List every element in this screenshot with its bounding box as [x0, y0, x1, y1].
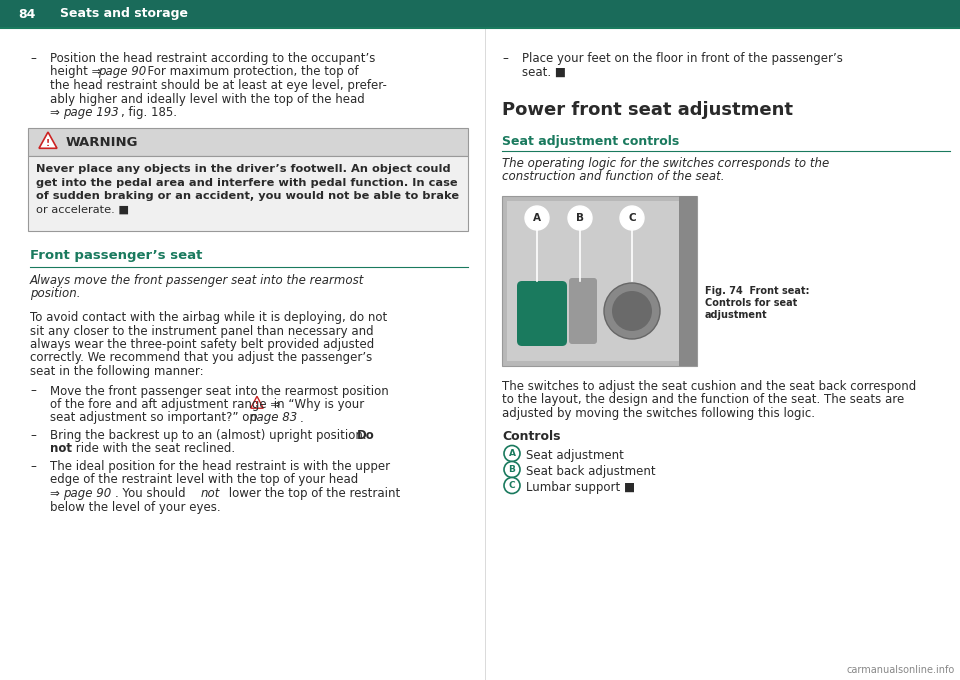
- Text: Fig. 74  Front seat:: Fig. 74 Front seat:: [705, 286, 809, 296]
- Text: ⇒: ⇒: [50, 487, 63, 500]
- Text: page 83: page 83: [249, 411, 298, 424]
- Text: below the level of your eyes.: below the level of your eyes.: [50, 500, 221, 513]
- Circle shape: [504, 462, 520, 477]
- Text: not: not: [50, 443, 72, 456]
- Text: the head restraint should be at least at eye level, prefer-: the head restraint should be at least at…: [50, 79, 387, 92]
- Bar: [28, 128, 468, 156]
- Text: The ideal position for the head restraint is with the upper: The ideal position for the head restrain…: [50, 460, 390, 473]
- Text: . For maximum protection, the top of: . For maximum protection, the top of: [140, 65, 359, 78]
- Text: A: A: [533, 213, 541, 223]
- Text: adjusted by moving the switches following this logic.: adjusted by moving the switches followin…: [502, 407, 815, 420]
- Text: always wear the three-point safety belt provided adjusted: always wear the three-point safety belt …: [30, 338, 374, 351]
- Text: carmanualsonline.info: carmanualsonline.info: [847, 665, 955, 675]
- Text: B: B: [509, 465, 516, 474]
- Polygon shape: [39, 132, 57, 148]
- Text: –: –: [30, 52, 36, 65]
- Text: Controls for seat: Controls for seat: [705, 298, 797, 308]
- Text: .: .: [300, 411, 303, 424]
- Text: . You should: . You should: [115, 487, 189, 500]
- Circle shape: [504, 477, 520, 494]
- Text: !: !: [46, 139, 50, 148]
- Circle shape: [612, 291, 652, 331]
- Text: in “Why is your: in “Why is your: [270, 398, 364, 411]
- Text: Never place any objects in the driver’s footwell. An object could: Never place any objects in the driver’s …: [36, 164, 450, 174]
- Text: of the fore and aft adjustment range ⇒: of the fore and aft adjustment range ⇒: [50, 398, 284, 411]
- Text: position.: position.: [30, 288, 81, 301]
- Text: seat adjustment so important?” on: seat adjustment so important?” on: [50, 411, 260, 424]
- Text: A: A: [509, 449, 516, 458]
- Text: The switches to adjust the seat cushion and the seat back correspond: The switches to adjust the seat cushion …: [502, 380, 916, 393]
- Text: lower the top of the restraint: lower the top of the restraint: [225, 487, 400, 500]
- Text: page 90: page 90: [98, 65, 146, 78]
- Text: Bring the backrest up to an (almost) upright position.: Bring the backrest up to an (almost) upr…: [50, 429, 371, 442]
- Text: Seat adjustment controls: Seat adjustment controls: [502, 135, 680, 148]
- Text: ⇒: ⇒: [50, 106, 63, 119]
- Text: B: B: [576, 213, 584, 223]
- Bar: [507, 201, 692, 361]
- Text: correctly. We recommend that you adjust the passenger’s: correctly. We recommend that you adjust …: [30, 352, 372, 364]
- Bar: [0, 0, 960, 28]
- Circle shape: [504, 445, 520, 462]
- Text: not: not: [201, 487, 221, 500]
- Text: , fig. 185.: , fig. 185.: [121, 106, 177, 119]
- FancyBboxPatch shape: [517, 281, 567, 346]
- Circle shape: [604, 283, 660, 339]
- Text: The operating logic for the switches corresponds to the: The operating logic for the switches cor…: [502, 157, 829, 170]
- Text: C: C: [628, 213, 636, 223]
- Text: Move the front passenger seat into the rearmost position: Move the front passenger seat into the r…: [50, 384, 389, 398]
- Text: sit any closer to the instrument panel than necessary and: sit any closer to the instrument panel t…: [30, 324, 373, 337]
- Text: Seat adjustment: Seat adjustment: [526, 449, 624, 462]
- Text: page 193: page 193: [63, 106, 119, 119]
- Text: –: –: [502, 52, 508, 65]
- Text: page 90: page 90: [63, 487, 111, 500]
- Text: or accelerate. ■: or accelerate. ■: [36, 205, 130, 214]
- Text: Place your feet on the floor in front of the passenger’s: Place your feet on the floor in front of…: [522, 52, 843, 65]
- Bar: [679, 196, 697, 366]
- Text: ably higher and ideally level with the top of the head: ably higher and ideally level with the t…: [50, 92, 365, 105]
- Text: Controls: Controls: [502, 430, 561, 443]
- Text: edge of the restraint level with the top of your head: edge of the restraint level with the top…: [50, 473, 358, 486]
- Text: !: !: [255, 401, 258, 407]
- Polygon shape: [251, 396, 263, 408]
- Text: –: –: [30, 384, 36, 398]
- Bar: [502, 196, 697, 366]
- Text: Seat back adjustment: Seat back adjustment: [526, 464, 656, 477]
- Text: –: –: [30, 460, 36, 473]
- Text: of sudden braking or an accident, you would not be able to brake: of sudden braking or an accident, you wo…: [36, 191, 459, 201]
- FancyBboxPatch shape: [569, 278, 597, 344]
- Text: seat in the following manner:: seat in the following manner:: [30, 365, 204, 378]
- Text: Do: Do: [357, 429, 374, 442]
- Text: construction and function of the seat.: construction and function of the seat.: [502, 171, 725, 184]
- Text: adjustment: adjustment: [705, 310, 768, 320]
- Text: WARNING: WARNING: [66, 135, 138, 148]
- Text: seat. ■: seat. ■: [522, 65, 566, 78]
- Text: To avoid contact with the airbag while it is deploying, do not: To avoid contact with the airbag while i…: [30, 311, 387, 324]
- Circle shape: [525, 206, 549, 230]
- Text: Seats and storage: Seats and storage: [60, 7, 188, 20]
- Text: ride with the seat reclined.: ride with the seat reclined.: [72, 443, 235, 456]
- Text: –: –: [30, 429, 36, 442]
- Text: Power front seat adjustment: Power front seat adjustment: [502, 101, 793, 119]
- Text: Always move the front passenger seat into the rearmost: Always move the front passenger seat int…: [30, 274, 365, 287]
- Text: Position the head restraint according to the occupant’s: Position the head restraint according to…: [50, 52, 375, 65]
- Text: get into the pedal area and interfere with pedal function. In case: get into the pedal area and interfere wi…: [36, 177, 458, 188]
- Text: Front passenger’s seat: Front passenger’s seat: [30, 249, 203, 262]
- Bar: [28, 156, 468, 231]
- Text: Lumbar support ■: Lumbar support ■: [526, 481, 636, 494]
- Text: C: C: [509, 481, 516, 490]
- Text: height ⇒: height ⇒: [50, 65, 106, 78]
- Circle shape: [568, 206, 592, 230]
- Text: 84: 84: [18, 7, 36, 20]
- Circle shape: [620, 206, 644, 230]
- Text: to the layout, the design and the function of the seat. The seats are: to the layout, the design and the functi…: [502, 394, 904, 407]
